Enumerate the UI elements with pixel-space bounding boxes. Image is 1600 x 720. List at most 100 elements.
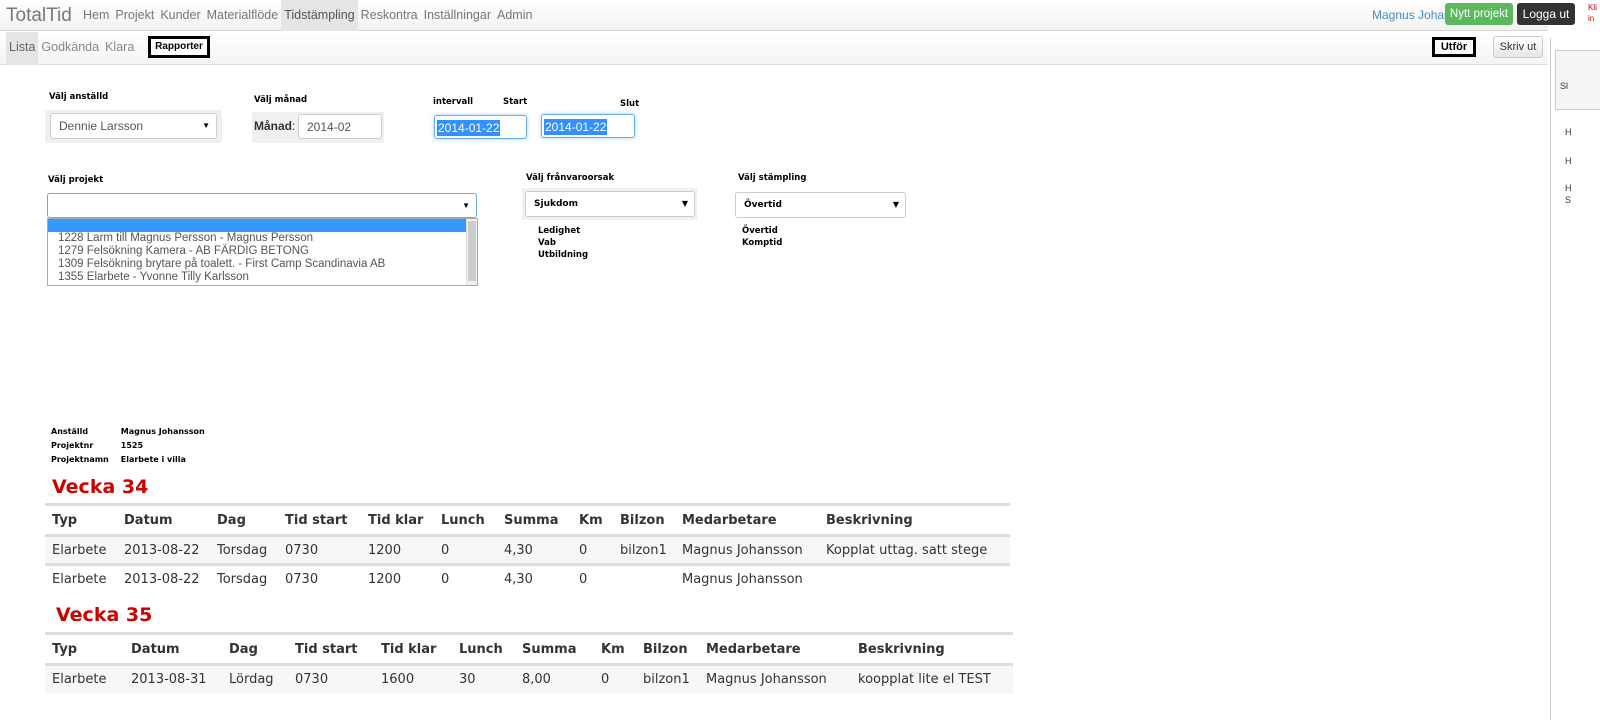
chevron-down-icon: ▼ [681, 199, 688, 208]
utfor-button[interactable]: Utför [1432, 37, 1476, 57]
column-header: Medarbetare [675, 503, 819, 537]
column-header: Dag [222, 632, 288, 666]
end-label: Slut [620, 99, 640, 109]
subnav-lista[interactable]: Lista [6, 32, 39, 65]
scrollbar[interactable] [466, 219, 477, 285]
stamping-option[interactable]: Övertid [742, 226, 778, 236]
absence-label: Välj frånvaroorsak [526, 173, 615, 183]
month-field-label: Månad [254, 119, 293, 133]
week-table: Typ Datum Dag Tid start Tid klar Lunch Summa Km… [45, 503, 1010, 594]
new-project-button[interactable]: Nytt projekt [1445, 3, 1513, 25]
absence-option[interactable]: Vab [538, 238, 556, 248]
report-info: Anställd Magnus Johansson Projektnr 1525 P… [49, 424, 217, 468]
logout-button[interactable]: Logga ut [1517, 3, 1575, 25]
end-date-input[interactable]: 2014-01-22 [541, 114, 635, 138]
stamping-select[interactable]: Övertid ▼ [735, 192, 906, 218]
chevron-down-icon: ▼ [462, 201, 470, 210]
table-cell: 0730 [288, 664, 374, 694]
column-header: Lunch [452, 632, 515, 666]
sub-navbar: Lista Godkända Klara [0, 32, 1548, 65]
column-header: Typ [45, 503, 117, 537]
table-cell: 1200 [361, 535, 434, 566]
absence-option[interactable]: Utbildning [538, 250, 589, 260]
column-header: Summa [515, 632, 594, 666]
nav-kunder[interactable]: Kunder [160, 8, 201, 22]
table-cell: 8,00 [515, 664, 594, 694]
dropdown-option[interactable]: 1228 Larm till Magnus Persson - Magnus P… [58, 232, 314, 244]
dropdown-option[interactable]: 1279 Felsökning Kamera - AB FÄRDIG BETON… [58, 245, 309, 257]
column-header: Km [572, 503, 613, 537]
table-cell: 0 [594, 664, 636, 694]
side-letter: H [1565, 156, 1572, 166]
nav-reskontra[interactable]: Reskontra [360, 8, 418, 22]
chevron-down-icon: ▼ [202, 121, 210, 130]
side-letter: H [1565, 127, 1572, 137]
dropdown-option[interactable]: 1355 Elarbete - Yvonne Tilly Karlsson [58, 271, 249, 283]
dropdown-option[interactable]: 1309 Felsökning brytare på toalett. - Fi… [58, 258, 386, 270]
chevron-down-icon: ▼ [892, 200, 899, 209]
nav-tidstampling[interactable]: Tidstämpling [281, 0, 358, 31]
employee-select[interactable]: Dennie Larsson ▼ [50, 113, 217, 139]
month-wrap: Månad: 2014-02 [252, 112, 384, 143]
column-header: Dag [210, 503, 278, 537]
column-header: Datum [124, 632, 222, 666]
side-panel-tab[interactable]: Sl [1555, 50, 1600, 110]
stamping-label: Välj stämpling [738, 173, 807, 183]
table-cell: 30 [452, 664, 515, 694]
table-cell: Magnus Johansson [675, 535, 819, 566]
table-cell [613, 565, 675, 594]
table-cell: Lördag [222, 664, 288, 694]
start-date-value: 2014-01-22 [437, 120, 501, 136]
stamping-option[interactable]: Komptid [742, 238, 783, 248]
side-panel: Sl [1550, 38, 1600, 720]
absence-select[interactable]: Sjukdom ▼ [525, 191, 695, 217]
employee-value: Dennie Larsson [59, 119, 144, 133]
column-header: Km [594, 632, 636, 666]
table-cell: 0 [434, 535, 497, 566]
brand-logo[interactable]: TotalTid [6, 5, 72, 26]
nav-hem[interactable]: Hem [83, 8, 110, 22]
project-dropdown-list[interactable]: 1228 Larm till Magnus Persson - Magnus P… [47, 218, 478, 286]
stamping-options: Övertid Komptid [742, 225, 782, 249]
column-header: Tid klar [361, 503, 434, 537]
rapporter-button[interactable]: Rapporter [148, 36, 210, 58]
side-panel-letters: H H H S [1565, 126, 1572, 206]
table-row: Elarbete 2013-08-22 Torsdag 0730 1200 0 4,30 0 M… [45, 565, 1010, 594]
table-cell: Elarbete [52, 572, 107, 588]
employee-label: Välj anställd [49, 92, 109, 102]
column-header: Lunch [434, 503, 497, 537]
month-input[interactable]: 2014-02 [298, 114, 382, 139]
week-table: Typ Datum Dag Tid start Tid klar Lunch Summa Km… [45, 632, 1013, 694]
table-cell: bilzon1 [636, 664, 699, 694]
start-date-input[interactable]: 2014-01-22 [434, 115, 527, 139]
absence-wrap: Sjukdom ▼ [522, 188, 697, 220]
info-value: Magnus Johansson [120, 427, 205, 436]
sub-nav: Lista Godkända Klara [6, 32, 137, 65]
project-select[interactable]: ▼ [47, 193, 477, 218]
info-key: Projektnr [51, 441, 94, 450]
dropdown-option-empty[interactable] [48, 219, 477, 232]
absence-value: Sjukdom [534, 199, 578, 209]
start-label: Start [503, 97, 528, 107]
nav-projekt[interactable]: Projekt [115, 8, 155, 22]
column-header: Beskrivning [851, 632, 1013, 666]
nav-admin[interactable]: Admin [497, 8, 533, 22]
table-cell: 0 [441, 572, 450, 588]
table-header: Typ Datum Dag Tid start Tid klar Lunch Summa Km… [45, 503, 1010, 537]
stamping-value: Övertid [744, 200, 782, 210]
subnav-klara[interactable]: Klara [105, 40, 135, 54]
nav-installningar[interactable]: Inställningar [423, 8, 491, 22]
print-button[interactable]: Skriv ut [1493, 36, 1543, 58]
main-nav: Hem Projekt Kunder Materialflöde Tidstäm… [80, 0, 535, 31]
table-cell: Torsdag [210, 535, 278, 566]
table-cell: 0730 [278, 535, 361, 566]
nav-materialflode[interactable]: Materialflöde [206, 8, 279, 22]
subnav-godkanda[interactable]: Godkända [41, 40, 100, 54]
table-cell: 4,30 [497, 535, 572, 566]
table-cell: koopplat lite el TEST [851, 664, 1013, 694]
table-cell: Kopplat uttag. satt stege [819, 535, 1010, 566]
absence-option[interactable]: Ledighet [538, 226, 581, 236]
info-value: Elarbete i villa [120, 455, 186, 464]
table-cell [819, 565, 1010, 594]
column-header: Typ [45, 632, 124, 666]
